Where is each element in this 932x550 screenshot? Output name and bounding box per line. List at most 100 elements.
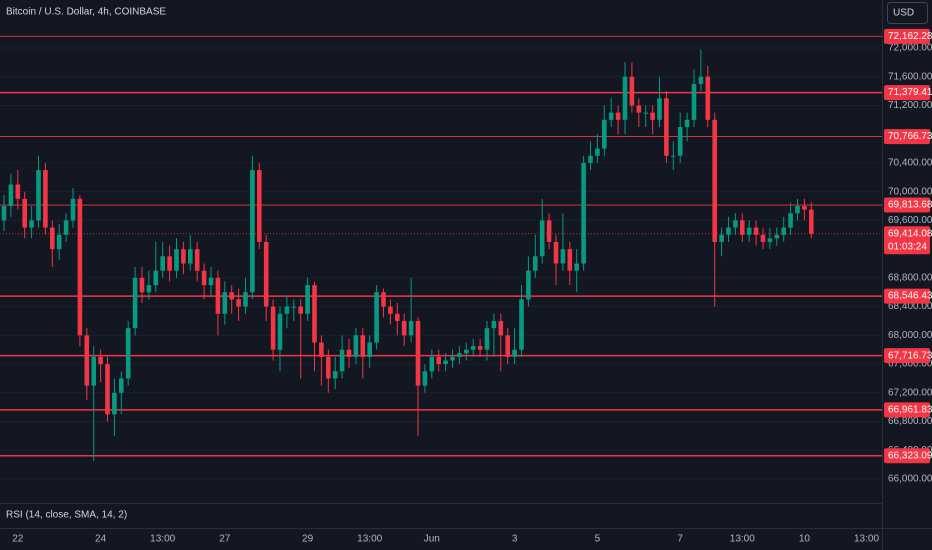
candle-body (809, 209, 814, 234)
candle-body (588, 155, 593, 163)
x-tick-label: 3 (512, 534, 518, 545)
candle-body (491, 320, 497, 329)
candle-body (153, 270, 159, 286)
x-tick-label: 24 (95, 534, 107, 545)
y-tick-label: 68,800.00 (888, 273, 932, 284)
candle-body (132, 277, 138, 329)
candle-body (312, 285, 317, 343)
candle-body (498, 320, 504, 336)
chart-title: Bitcoin / U.S. Dollar, 4h, COINBASE (6, 7, 166, 18)
y-tick-label: 69,600.00 (888, 215, 932, 226)
candle-body (146, 285, 152, 293)
candle-body (263, 241, 269, 307)
candle-body (408, 320, 414, 336)
candle-body (602, 119, 607, 149)
y-tick-label: 71,600.00 (888, 71, 932, 82)
candle-body (160, 256, 165, 271)
candle-body (243, 292, 248, 307)
price-tag-label: 66,323.09 (888, 450, 932, 461)
candle-body (622, 76, 628, 120)
candle-body (533, 256, 538, 271)
candle-body (574, 263, 579, 271)
y-tick-label: 70,400.00 (888, 158, 932, 169)
y-tick-label: 68,000.00 (888, 330, 932, 341)
candle-body (8, 184, 14, 207)
candle-body (581, 162, 586, 264)
candle-body (22, 198, 27, 228)
price-tag (884, 85, 930, 101)
candle-body (84, 335, 90, 386)
candle-body (608, 112, 614, 120)
candle-body (50, 227, 55, 250)
candle-body (277, 313, 283, 350)
candle-body (691, 83, 697, 120)
x-tick-label: 27 (219, 534, 231, 545)
x-tick-label: 13:00 (854, 534, 879, 545)
candle-body (36, 170, 41, 221)
x-tick-label: 13:00 (357, 534, 382, 545)
candle-body (705, 76, 711, 120)
price-tag-label: 69,813.68 (888, 200, 932, 211)
candle-body (636, 105, 642, 113)
currency[interactable]: USD (893, 8, 914, 19)
candle-body (553, 241, 559, 264)
candle-body (339, 349, 345, 372)
price-tag-label: 72,162.28 (888, 31, 932, 42)
candle-body (401, 320, 407, 336)
candle-body (374, 292, 379, 343)
candle-body (415, 320, 421, 386)
candle-body (119, 378, 124, 393)
y-tick-label: 66,000.00 (888, 474, 932, 485)
candle-body (464, 349, 469, 354)
x-tick-label: 7 (677, 534, 683, 545)
price-tag (884, 348, 930, 364)
candle-body (526, 270, 531, 300)
candle-body (450, 356, 455, 361)
candle-body (395, 313, 400, 321)
price-tag-label: 66,961.83 (888, 405, 932, 416)
candle-body (726, 227, 731, 235)
candle-body (91, 356, 96, 386)
candle-body (139, 277, 145, 293)
price-tag (884, 226, 930, 255)
candle-body (332, 371, 338, 379)
price-tag-label: 69,414.08 (888, 228, 932, 239)
x-tick-label: 29 (302, 534, 314, 545)
candle-body (505, 335, 510, 357)
y-tick-label: 70,000.00 (888, 186, 932, 197)
price-tag-label: 68,546.43 (888, 291, 932, 302)
candle-body (112, 392, 117, 415)
candle-body (250, 170, 255, 293)
candle-body (560, 249, 566, 264)
candle-body (477, 346, 483, 350)
candle-body (719, 234, 724, 242)
candle-body (664, 98, 669, 156)
candle-body (257, 170, 262, 242)
x-tick-label: Jun (424, 534, 440, 545)
candle-body (15, 184, 21, 199)
price-tags: 72,162.28 71,379.41 70,766.73 69,813.68 69,4… (884, 28, 932, 464)
candle-body (291, 306, 297, 308)
x-tick-label: 10 (799, 534, 811, 545)
candle-body (346, 349, 352, 357)
price-tag (884, 28, 930, 44)
x-tick-label: 22 (12, 534, 24, 545)
price-tag (884, 448, 930, 464)
candle-body (367, 342, 372, 357)
candle-body (98, 356, 103, 365)
currency-box[interactable] (887, 2, 928, 24)
candle-body (222, 292, 228, 314)
candle-body (753, 227, 759, 235)
price-tag (884, 288, 930, 304)
candle-body (56, 234, 62, 250)
candle-body (270, 306, 276, 350)
price-tag-label: 71,379.41 (888, 87, 932, 98)
candle-body (781, 227, 786, 235)
candle-body (1, 206, 7, 221)
candle-body (760, 234, 766, 242)
candle-body (43, 170, 48, 228)
x-tick-label: 13:00 (150, 534, 175, 545)
candle-body (512, 349, 517, 357)
indicator-label: RSI (14, close, SMA, 14, 2) (6, 510, 127, 521)
